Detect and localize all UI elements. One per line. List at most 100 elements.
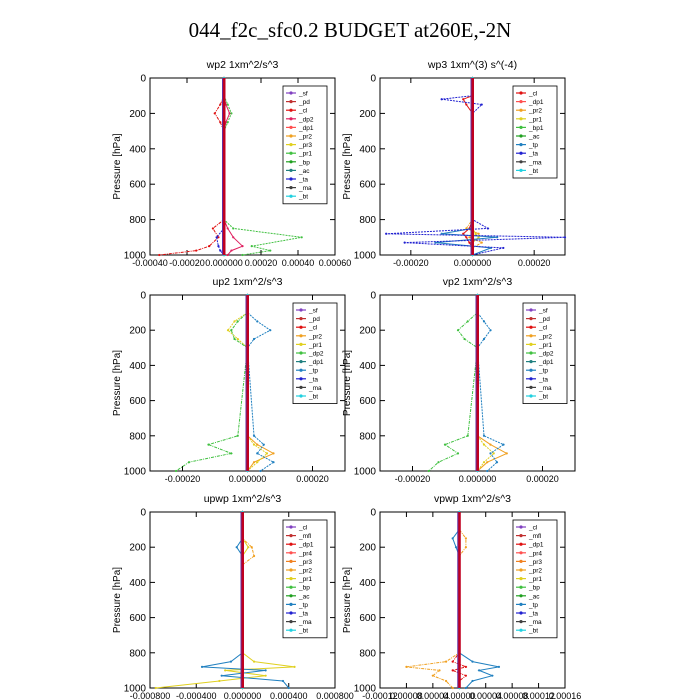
legend-entry: _ta — [528, 151, 538, 158]
data-point-ta — [385, 232, 388, 235]
legend-entry: _bt — [528, 628, 538, 635]
y-tick-label: 600 — [359, 180, 376, 191]
x-tick-label: -0.000800 — [130, 691, 171, 700]
x-tick-label: -0.00040 — [132, 258, 168, 268]
legend-entry: _cl — [298, 525, 308, 532]
x-tick-label: 0.000000 — [224, 691, 262, 700]
y-tick-label: 800 — [359, 215, 376, 226]
legend-marker — [519, 585, 523, 589]
legend-entry: _bp — [298, 159, 310, 166]
y-tick-label: 400 — [359, 361, 376, 372]
legend-marker — [289, 534, 293, 538]
legend-entry: _ma — [308, 385, 322, 392]
data-point-pr2 — [444, 660, 448, 663]
legend-marker — [289, 91, 293, 95]
legend-marker — [529, 360, 533, 364]
data-point-pr1 — [252, 660, 256, 663]
legend-entry: _tp — [528, 142, 538, 149]
data-point-dp1 — [451, 660, 454, 663]
legend-entry: _pd — [538, 316, 550, 323]
data-point-pr2 — [405, 665, 408, 668]
legend-marker — [289, 160, 293, 164]
legend-entry: _bt — [308, 394, 318, 401]
data-point-dp2 — [437, 461, 440, 464]
y-tick-label: 200 — [359, 543, 376, 554]
legend-entry: _cl — [528, 525, 538, 532]
data-point-cl — [462, 98, 465, 101]
panel-5: upwp 1xm^2/s^3 Pressure [hPa] 0 200 400 600 80… — [112, 493, 354, 700]
data-point-tp — [451, 537, 454, 540]
data-point-dp2 — [226, 253, 229, 257]
legend-marker — [519, 551, 523, 555]
legend-marker — [519, 620, 523, 624]
x-tick-label: 0.00004 — [417, 691, 450, 700]
y-tick-label: 800 — [129, 215, 146, 226]
legend-entry: _pr4 — [298, 550, 312, 557]
x-tick-label: -0.00020 — [165, 474, 201, 484]
x-tick-label: 0.00020 — [245, 258, 278, 268]
data-point-pr2 — [252, 554, 256, 558]
legend-marker — [519, 151, 523, 155]
series-line-tp — [452, 512, 499, 689]
legend-marker — [289, 108, 293, 112]
x-tick-label: 0.000400 — [270, 691, 308, 700]
data-point-pr2 — [468, 236, 471, 239]
panel-title: upwp 1xm^2/s^3 — [204, 493, 282, 505]
data-point-tp — [496, 236, 499, 239]
legend-entry: _pr2 — [528, 568, 542, 575]
legend-marker — [299, 308, 303, 312]
series-line-tp — [246, 295, 275, 472]
legend-entry: _dp1 — [308, 359, 324, 366]
y-tick-label: 0 — [140, 74, 146, 85]
y-axis-label: Pressure [hPa] — [342, 133, 353, 199]
data-point-pr2 — [486, 461, 489, 464]
legend-marker — [529, 317, 533, 321]
y-tick-label: 200 — [129, 543, 146, 554]
x-tick-label: 0.00020 — [526, 474, 559, 484]
legend-marker — [519, 577, 523, 581]
y-tick-label: 600 — [359, 396, 376, 407]
legend-entry: _ta — [528, 611, 538, 618]
legend-marker — [289, 602, 293, 607]
x-tick-label: -0.000400 — [176, 691, 217, 700]
legend-marker — [289, 611, 293, 615]
data-point-pr1 — [232, 227, 235, 230]
data-point-tp — [252, 337, 256, 341]
legend-entry: _ma — [528, 619, 542, 626]
y-tick-label: 200 — [359, 109, 376, 120]
data-point-pr1 — [265, 452, 269, 455]
data-point-pr1 — [233, 320, 236, 323]
data-point-cl — [219, 121, 222, 124]
y-tick-label: 0 — [370, 291, 376, 302]
data-point-cl — [468, 241, 471, 244]
x-tick-label: 0.00060 — [319, 258, 352, 268]
legend-entry: _ta — [298, 611, 308, 618]
legend-marker — [289, 143, 293, 147]
legend-marker — [289, 542, 293, 546]
x-tick-label: -0.00020 — [169, 258, 205, 268]
legend-marker — [519, 611, 523, 615]
legend-marker — [529, 368, 533, 372]
data-point-dp2 — [174, 469, 178, 473]
data-point-tp — [229, 660, 233, 663]
data-point-pr1 — [474, 232, 477, 235]
panel-3: up2 1xm^2/s^3 Pressure [hPa] 0 200 400 600 800… — [112, 276, 346, 484]
legend-entry: _pr1 — [528, 576, 542, 583]
y-tick-label: 0 — [370, 74, 376, 85]
data-point-cl — [211, 227, 214, 230]
data-point-pr1 — [236, 337, 239, 341]
data-point-tp — [502, 443, 505, 446]
legend-marker — [289, 628, 293, 632]
panel-title: up2 1xm^2/s^3 — [213, 276, 283, 288]
legend-entry: _bt — [298, 194, 308, 201]
y-tick-label: 800 — [129, 431, 146, 442]
data-point-cl — [465, 236, 468, 239]
legend: _cl_dp1 _pr2_pr1 _bp1 _ac_tp _ta_ma _bt — [512, 85, 558, 179]
data-point-tp — [482, 434, 486, 437]
data-point-ta — [403, 241, 406, 244]
y-tick-label: 400 — [129, 144, 146, 155]
data-point-dp2 — [466, 320, 469, 323]
data-point-dp2 — [236, 434, 239, 437]
data-point-cl — [465, 103, 468, 106]
legend-entry: _dp2 — [538, 351, 554, 358]
